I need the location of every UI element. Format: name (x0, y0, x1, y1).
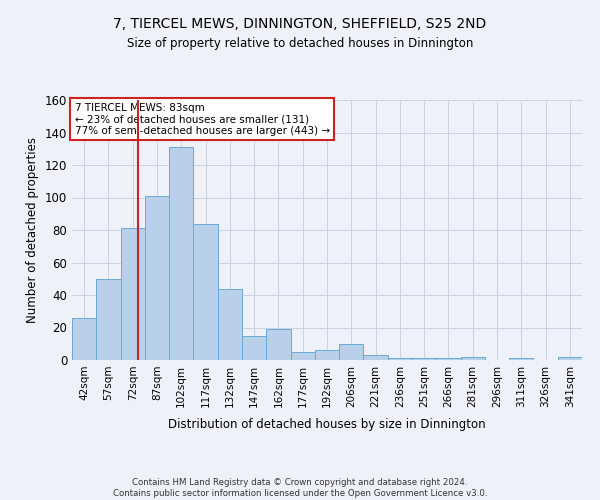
Text: 7 TIERCEL MEWS: 83sqm
← 23% of detached houses are smaller (131)
77% of semi-det: 7 TIERCEL MEWS: 83sqm ← 23% of detached … (74, 102, 329, 136)
Bar (218, 288, 242, 360)
Bar (72, 318, 96, 360)
Text: Contains HM Land Registry data © Crown copyright and database right 2024.
Contai: Contains HM Land Registry data © Crown c… (113, 478, 487, 498)
Bar (339, 344, 364, 360)
X-axis label: Distribution of detached houses by size in Dinnington: Distribution of detached houses by size … (168, 418, 486, 431)
Bar (558, 357, 582, 360)
Text: Size of property relative to detached houses in Dinnington: Size of property relative to detached ho… (127, 38, 473, 51)
Bar (121, 228, 145, 360)
Bar (242, 336, 266, 360)
Text: 7, TIERCEL MEWS, DINNINGTON, SHEFFIELD, S25 2ND: 7, TIERCEL MEWS, DINNINGTON, SHEFFIELD, … (113, 18, 487, 32)
Bar (436, 358, 461, 360)
Bar (412, 358, 436, 360)
Bar (169, 147, 193, 360)
Bar (388, 358, 412, 360)
Bar (290, 352, 315, 360)
Bar (364, 355, 388, 360)
Bar (145, 196, 169, 360)
Bar (266, 329, 290, 360)
Bar (193, 224, 218, 360)
Bar (461, 357, 485, 360)
Bar (96, 279, 121, 360)
Bar (315, 350, 339, 360)
Y-axis label: Number of detached properties: Number of detached properties (26, 137, 39, 323)
Bar (509, 358, 533, 360)
